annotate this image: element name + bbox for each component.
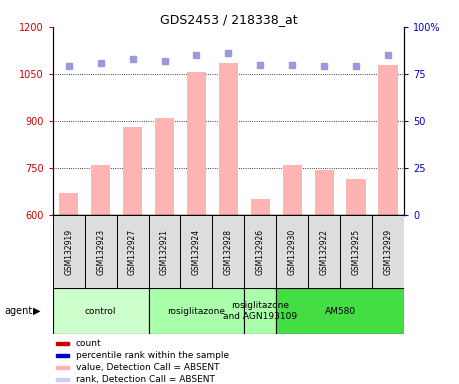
Bar — [244, 215, 276, 288]
Bar — [155, 118, 174, 215]
Bar — [276, 288, 404, 334]
Text: GSM132926: GSM132926 — [256, 228, 265, 275]
Bar — [340, 215, 372, 288]
Text: GSM132927: GSM132927 — [128, 228, 137, 275]
Bar — [187, 72, 206, 215]
Text: GSM132919: GSM132919 — [64, 228, 73, 275]
Bar — [180, 215, 213, 288]
Bar — [91, 165, 110, 215]
Bar — [53, 215, 85, 288]
Bar — [85, 215, 117, 288]
Bar — [53, 288, 149, 334]
Bar — [117, 215, 149, 288]
Bar — [308, 215, 340, 288]
Bar — [219, 63, 238, 215]
Text: GSM132929: GSM132929 — [383, 228, 392, 275]
Text: GSM132922: GSM132922 — [319, 228, 329, 275]
Bar — [372, 215, 404, 288]
Bar — [314, 170, 334, 215]
Text: ▶: ▶ — [33, 306, 40, 316]
Bar — [149, 215, 180, 288]
Bar — [56, 366, 69, 369]
Text: value, Detection Call = ABSENT: value, Detection Call = ABSENT — [76, 362, 219, 372]
Text: agent: agent — [5, 306, 33, 316]
Text: GSM132921: GSM132921 — [160, 228, 169, 275]
Text: GSM132925: GSM132925 — [352, 228, 360, 275]
Bar — [213, 215, 244, 288]
Bar — [276, 215, 308, 288]
Bar — [59, 193, 78, 215]
Title: GDS2453 / 218338_at: GDS2453 / 218338_at — [160, 13, 297, 26]
Text: rank, Detection Call = ABSENT: rank, Detection Call = ABSENT — [76, 374, 214, 384]
Bar — [251, 199, 270, 215]
Bar — [378, 65, 397, 215]
Text: rosiglitazone: rosiglitazone — [168, 306, 225, 316]
Bar — [56, 377, 69, 381]
Bar — [347, 179, 366, 215]
Text: rosiglitazone
and AGN193109: rosiglitazone and AGN193109 — [223, 301, 297, 321]
Bar — [244, 288, 276, 334]
Bar — [56, 354, 69, 356]
Text: GSM132923: GSM132923 — [96, 228, 105, 275]
Bar — [123, 127, 142, 215]
Bar — [283, 165, 302, 215]
Text: GSM132930: GSM132930 — [288, 228, 297, 275]
Text: control: control — [85, 306, 117, 316]
Text: AM580: AM580 — [325, 306, 356, 316]
Bar — [56, 342, 69, 344]
Text: GSM132924: GSM132924 — [192, 228, 201, 275]
Text: percentile rank within the sample: percentile rank within the sample — [76, 351, 229, 359]
Bar — [149, 288, 244, 334]
Text: GSM132928: GSM132928 — [224, 228, 233, 275]
Text: count: count — [76, 339, 101, 348]
